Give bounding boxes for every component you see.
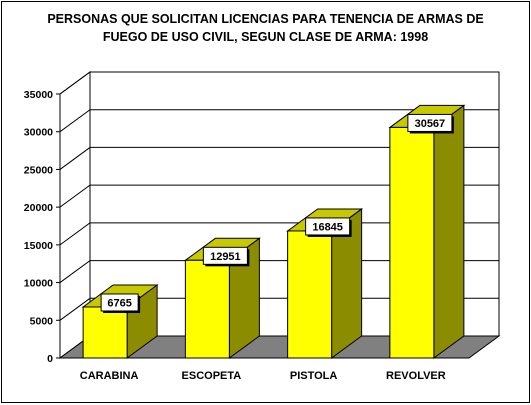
- bar: [389, 126, 435, 359]
- chart-title-line-1: PERSONAS QUE SOLICITAN LICENCIAS PARA TE…: [47, 12, 484, 26]
- data-label-box: [100, 293, 139, 312]
- bar-side: [433, 104, 465, 359]
- bar: [82, 306, 128, 359]
- x-tick-label: PISTOLA: [290, 370, 338, 382]
- y-tick-label: 10000: [24, 278, 53, 290]
- data-label-box: [202, 246, 248, 265]
- gridline: [59, 222, 499, 246]
- chart-title-line-2: FUEGO DE USO CIVIL, SEGUN CLASE DE ARMA:…: [102, 30, 429, 44]
- data-label: 16845: [312, 221, 343, 233]
- gridline: [59, 71, 499, 95]
- x-tick-label: ESCOPETA: [182, 370, 242, 382]
- x-tick-label: CARABINA: [80, 370, 139, 382]
- data-label: 6765: [107, 297, 131, 309]
- gridline: [59, 109, 499, 133]
- y-tick-label: 20000: [24, 202, 53, 214]
- data-label-box: [305, 217, 351, 236]
- gridline: [59, 297, 499, 321]
- chart-floor: [58, 335, 501, 359]
- data-label: 12951: [210, 251, 241, 263]
- y-tick-label: 25000: [24, 164, 53, 176]
- y-tick-label: 15000: [24, 240, 53, 252]
- bar: [287, 230, 333, 359]
- gridline: [59, 146, 499, 170]
- gridline: [59, 184, 499, 208]
- y-tick-label: 35000: [24, 89, 53, 101]
- gridline: [59, 260, 499, 283]
- chart-title: PERSONAS QUE SOLICITAN LICENCIAS PARA TE…: [2, 10, 529, 46]
- y-tick-label: 30000: [24, 127, 53, 139]
- x-tick-label: REVOLVER: [386, 370, 446, 382]
- y-tick-label: 0: [47, 353, 53, 365]
- y-tick-label: 5000: [30, 315, 54, 327]
- data-label-box: [407, 113, 453, 132]
- data-label: 30567: [415, 118, 446, 130]
- bar: [184, 259, 230, 359]
